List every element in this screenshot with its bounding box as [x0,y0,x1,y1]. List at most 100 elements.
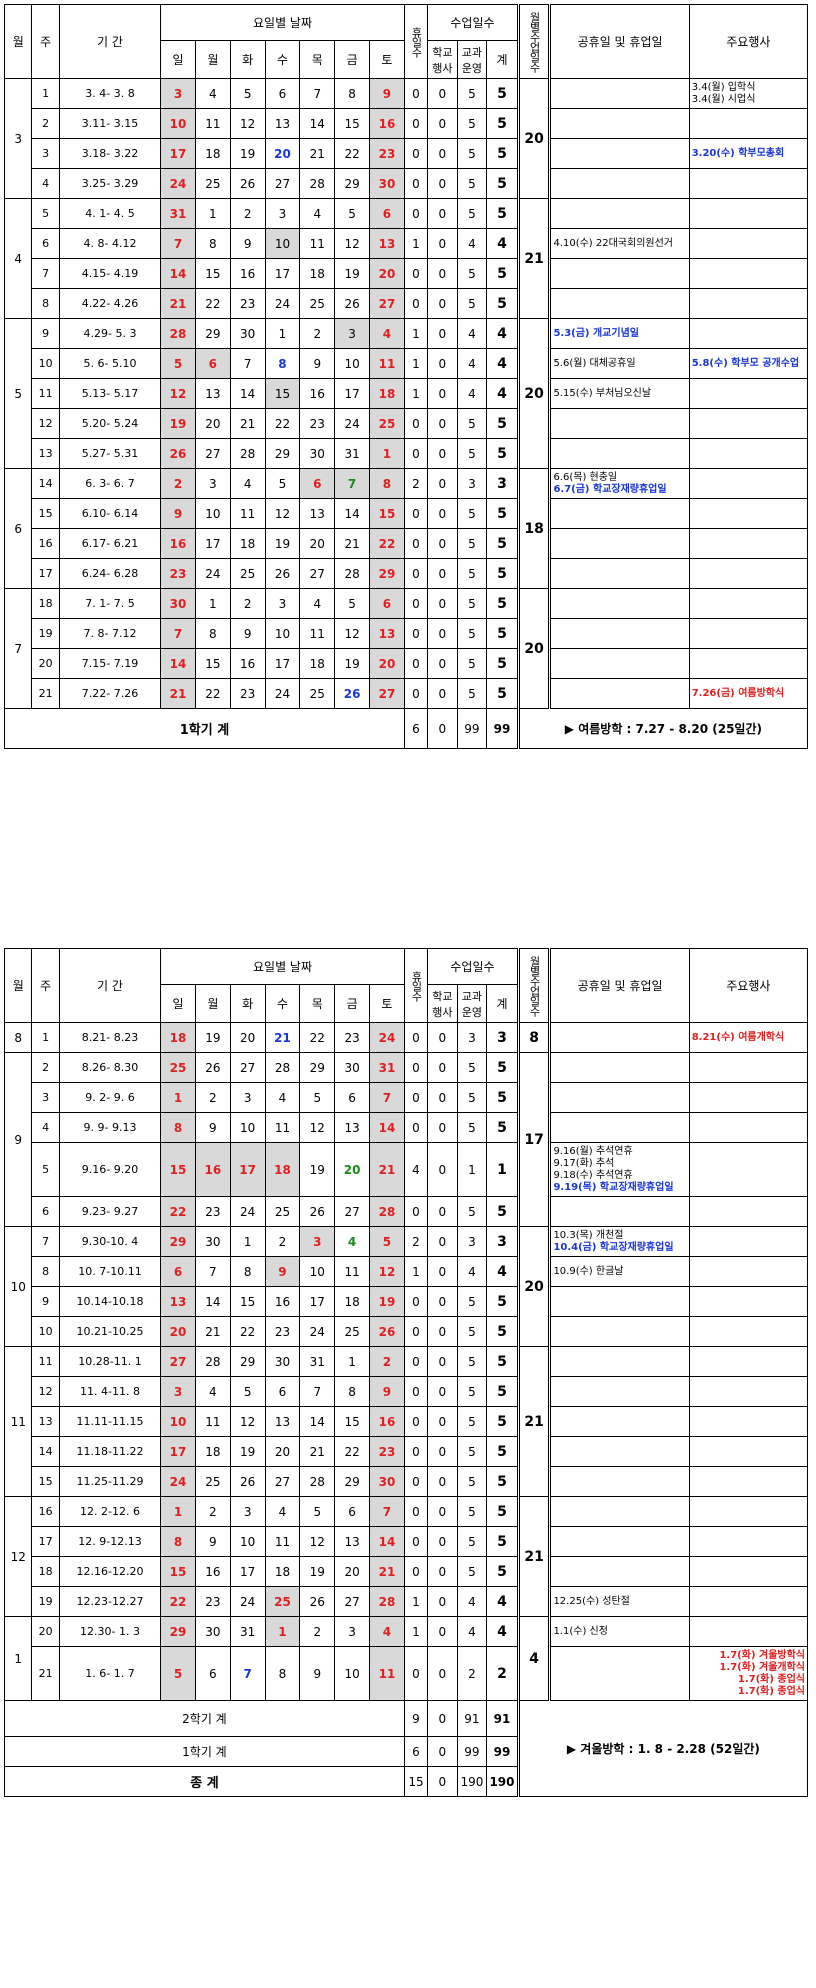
week-total-cell: 5 [486,108,519,139]
event-note-cell: 5.8(수) 학부모 공개수업 [688,348,809,379]
date-cell: 20 [334,1142,370,1197]
week-cell: 15 [31,498,60,529]
holiday-count-cell: 0 [403,258,429,289]
date-cell: 21 [160,288,196,319]
subject-count-cell: 4 [456,1256,488,1287]
date-cell: 16 [194,1556,231,1587]
date-cell: 25 [369,408,405,439]
date-cell: 21 [229,408,266,439]
header-day-4: 목 [299,984,336,1023]
holiday-note-cell [548,1406,690,1437]
school-event-count-cell: 0 [427,228,458,259]
event-note-cell [688,228,809,259]
subject-count-cell: 3 [456,468,488,499]
date-cell: 14 [160,648,196,679]
date-cell: 9 [299,1646,336,1701]
month-cell: 12 [3,1496,33,1617]
subject-count-cell: 5 [456,618,488,649]
holiday-note-cell [548,198,690,229]
date-cell: 12 [334,228,370,259]
date-cell: 22 [194,288,231,319]
date-cell: 5 [229,78,266,109]
date-cell: 28 [299,168,336,199]
date-cell: 12 [299,1526,336,1557]
date-cell: 16 [369,1406,405,1437]
holiday-note-cell [548,1316,690,1347]
table-row: 16 6.17- 6.21 16 17 18 19 20 21 22 0 0 5 5 [5,528,809,559]
date-cell: 3 [194,468,231,499]
date-cell: 6 [264,1376,301,1407]
date-cell: 19 [194,1022,231,1053]
date-cell: 18 [229,528,266,559]
date-cell: 13 [194,378,231,409]
header-total: 계 [486,984,519,1023]
date-cell: 5 [299,1082,336,1113]
event-note-cell [688,1316,809,1347]
date-cell: 4 [299,588,336,619]
period-cell: 12.23-12.27 [58,1586,162,1617]
month-total-cell: 20 [516,1226,551,1347]
week-cell: 2 [31,1052,60,1083]
date-cell: 5 [229,1376,266,1407]
date-cell: 4 [334,1226,370,1257]
date-cell: 20 [369,258,405,289]
table-row: 17 6.24- 6.28 23 24 25 26 27 28 29 0 0 5 5 [5,558,809,589]
header-period: 기 간 [58,948,162,1023]
month-total-cell: 8 [516,1022,551,1053]
date-cell: 22 [194,678,231,709]
date-cell: 23 [299,408,336,439]
date-cell: 11 [369,1646,405,1701]
school-event-count-cell: 0 [427,1646,458,1701]
holiday-note-cell: 5.3(금) 개교기념일 [548,318,690,349]
week-cell: 20 [31,1616,60,1647]
table-row: 18 12.16-12.20 15 16 17 18 19 20 21 0 0 5 5 [5,1556,809,1587]
event-note-cell: 3.20(수) 학부모총회 [688,138,809,169]
date-cell: 10 [194,498,231,529]
date-cell: 25 [299,678,336,709]
period-cell: 9. 9- 9.13 [58,1112,162,1143]
date-cell: 17 [160,138,196,169]
holiday-count-cell: 0 [403,78,429,109]
date-cell: 27 [160,1346,196,1377]
header-total: 계 [486,40,519,79]
date-cell: 22 [334,1436,370,1467]
header-period: 기 간 [58,4,162,79]
holiday-note-cell [548,1466,690,1497]
week-cell: 6 [31,1196,60,1227]
table-row: 6 14 6. 3- 6. 7 2 3 4 5 6 7 8 2 0 3 3 18 6.6(목) 현충일 6.7(… [3,468,809,589]
header-school-event: 학교행사 [427,40,458,79]
date-cell: 20 [369,648,405,679]
header-weekday-dates: 요일별 날짜 [160,4,405,41]
date-cell: 26 [194,1052,231,1083]
date-cell: 1 [194,588,231,619]
date-cell: 21 [369,1556,405,1587]
week-total-cell: 5 [486,288,519,319]
table-row: 3 3.18- 3.22 17 18 19 20 21 22 23 0 0 5 5 3.20(수) 학부모… [5,138,809,169]
break-note: ▶ 겨울방학 : 1. 8 - 2.28 (52일간) [516,1700,809,1797]
date-cell: 10 [264,618,301,649]
event-note-cell [688,1556,809,1587]
date-cell: 8 [334,78,370,109]
event-note-cell [688,1616,809,1647]
month-cell: 3 [3,78,33,199]
holiday-count-cell: 0 [403,648,429,679]
period-cell: 1. 6- 1. 7 [58,1646,162,1701]
date-cell: 18 [194,1436,231,1467]
summary-total: 190 [486,1766,519,1797]
date-cell: 9 [194,1112,231,1143]
date-cell: 25 [194,1466,231,1497]
week-total-cell: 5 [486,168,519,199]
date-cell: 4 [264,1082,301,1113]
school-event-count-cell: 0 [427,1286,458,1317]
month-cell: 10 [3,1226,33,1347]
summary-label: 2학기 계 [4,1700,405,1737]
holiday-count-cell: 0 [403,1496,429,1527]
week-total-cell: 5 [486,558,519,589]
school-event-count-cell: 0 [427,588,458,619]
school-event-count-cell: 0 [427,468,458,499]
header-day-6: 토 [369,40,405,79]
holiday-count-cell: 4 [403,1142,429,1197]
date-cell: 30 [369,168,405,199]
date-cell: 18 [299,648,336,679]
holiday-count-cell: 0 [403,1646,429,1701]
